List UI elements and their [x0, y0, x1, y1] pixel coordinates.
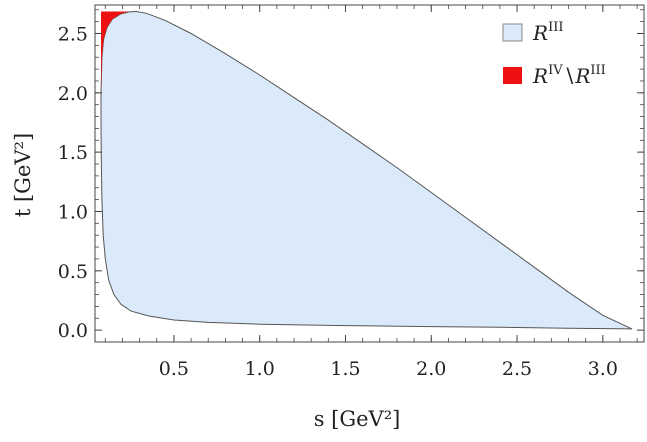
- ticks: [95, 5, 644, 342]
- x-tick-label: 0.5: [159, 358, 189, 380]
- x-tick-label: 2.0: [416, 358, 446, 380]
- legend-swatch-r-iv-minus-r-iii: [503, 67, 522, 84]
- y-tick-labels: 0.0 0.5 1.0 1.5 2.0 2.5: [58, 23, 88, 342]
- y-tick-label: 1.5: [58, 142, 88, 164]
- y-axis-title: t [GeV²]: [11, 133, 35, 217]
- legend-label-r-iv-minus-r-iii: RIV∖RIII: [532, 63, 606, 88]
- x-tick-label: 1.0: [245, 358, 275, 380]
- y-tick-label: 0.5: [58, 261, 88, 283]
- x-axis-title: s [GeV²]: [314, 407, 401, 431]
- legend: RIII RIV∖RIII: [502, 20, 606, 88]
- y-tick-label: 2.0: [58, 83, 88, 105]
- region-r-iii: [100, 10, 633, 330]
- regions: [100, 10, 633, 330]
- x-tick-labels: 0.5 1.0 1.5 2.0 2.5 3.0: [159, 358, 618, 380]
- x-tick-label: 3.0: [588, 358, 618, 380]
- y-tick-label: 0.0: [58, 320, 88, 342]
- region-r-iv-minus-r-iii: [101, 11, 130, 93]
- x-tick-label: 1.5: [330, 358, 360, 380]
- x-tick-label: 2.5: [502, 358, 532, 380]
- y-tick-label: 2.5: [58, 23, 88, 45]
- y-tick-label: 1.0: [58, 201, 88, 223]
- legend-swatch-r-iii: [502, 23, 523, 42]
- legend-label-r-iii: RIII: [532, 20, 563, 45]
